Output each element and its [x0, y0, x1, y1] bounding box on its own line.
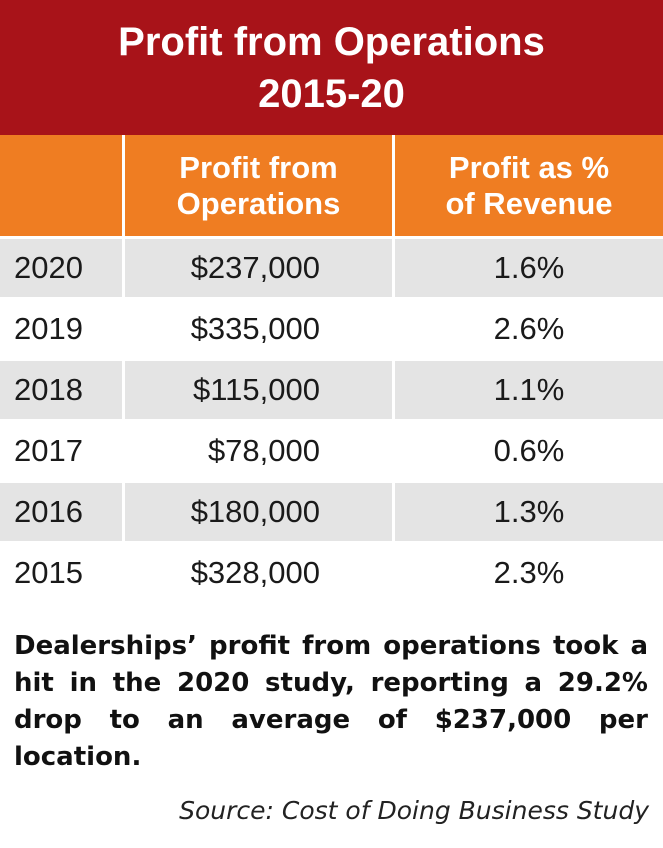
percent-cell: 1.1% — [392, 358, 663, 419]
profit-cell: $180,000 — [122, 480, 392, 541]
percent-cell: 1.3% — [392, 480, 663, 541]
year-cell: 2020 — [0, 236, 122, 297]
profit-cell: $335,000 — [122, 297, 392, 358]
profit-cell: $328,000 — [122, 541, 392, 602]
percent-header-line-1: Profit as % — [448, 149, 610, 185]
year-column-header — [0, 135, 122, 236]
chart-title: Profit from Operations 2015-20 — [0, 0, 663, 135]
profit-cell: $237,000 — [122, 236, 392, 297]
profit-cell: $78,000 — [122, 419, 392, 480]
table-row: 2019 $335,000 2.6% — [0, 297, 663, 358]
table-row: 2018 $115,000 1.1% — [0, 358, 663, 419]
percent-cell: 2.3% — [392, 541, 663, 602]
year-cell: 2019 — [0, 297, 122, 358]
table-row: 2017 $78,000 0.6% — [0, 419, 663, 480]
table-row: 2020 $237,000 1.6% — [0, 236, 663, 297]
percent-column-header: Profit as % of Revenue — [392, 135, 663, 236]
table-header-row: Profit from Operations Profit as % of Re… — [0, 135, 663, 236]
year-cell: 2018 — [0, 358, 122, 419]
percent-cell: 2.6% — [392, 297, 663, 358]
profit-column-header: Profit from Operations — [122, 135, 392, 236]
table-row: 2015 $328,000 2.3% — [0, 541, 663, 602]
percent-cell: 0.6% — [392, 419, 663, 480]
year-cell: 2016 — [0, 480, 122, 541]
table-row: 2016 $180,000 1.3% — [0, 480, 663, 541]
caption-text: Dealerships’ profit from operations took… — [14, 631, 648, 772]
year-cell: 2015 — [0, 541, 122, 602]
year-cell: 2017 — [0, 419, 122, 480]
percent-header-line-2: of Revenue — [445, 185, 613, 221]
profit-header-line-2: Operations — [176, 185, 341, 221]
profit-table: Profit from Operations Profit as % of Re… — [0, 135, 663, 602]
percent-cell: 1.6% — [392, 236, 663, 297]
profit-header-line-1: Profit from — [179, 149, 338, 185]
profit-cell: $115,000 — [122, 358, 392, 419]
chart-title-line-2: 2015-20 — [258, 71, 405, 116]
source-note: Source: Cost of Doing Business Study — [179, 796, 649, 825]
chart-title-line-1: Profit from Operations — [118, 19, 545, 64]
